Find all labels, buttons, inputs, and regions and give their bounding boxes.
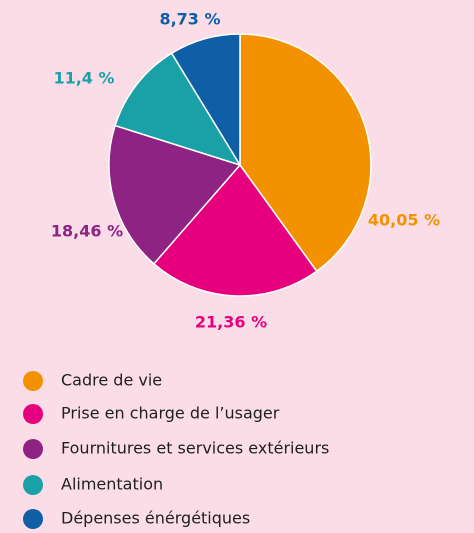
- legend-label: Cadre de vie: [61, 371, 162, 390]
- legend-swatch: [23, 371, 43, 391]
- pie-slice: [239, 33, 372, 273]
- slice-label: 21,36 %: [195, 313, 267, 332]
- legend-label: Alimentation: [61, 475, 163, 494]
- pie-slice: [152, 163, 318, 297]
- legend-label: Fournitures et services extérieurs: [61, 439, 329, 458]
- slice-label: 8,73 %: [159, 10, 220, 29]
- slice-label: 18,46 %: [51, 222, 123, 241]
- pie-slice: [108, 124, 242, 265]
- slice-label: 40,05 %: [368, 211, 440, 230]
- slice-label: 11,4 %: [53, 69, 114, 88]
- legend-swatch: [23, 509, 43, 529]
- legend-swatch: [23, 404, 43, 424]
- legend-label: Prise en charge de l’usager: [61, 404, 280, 423]
- pie-slice: [114, 52, 242, 167]
- legend-label: Dépenses énérgétiques: [61, 509, 250, 528]
- pie-slice: [170, 33, 241, 168]
- legend-swatch: [23, 439, 43, 459]
- legend-swatch: [23, 475, 43, 495]
